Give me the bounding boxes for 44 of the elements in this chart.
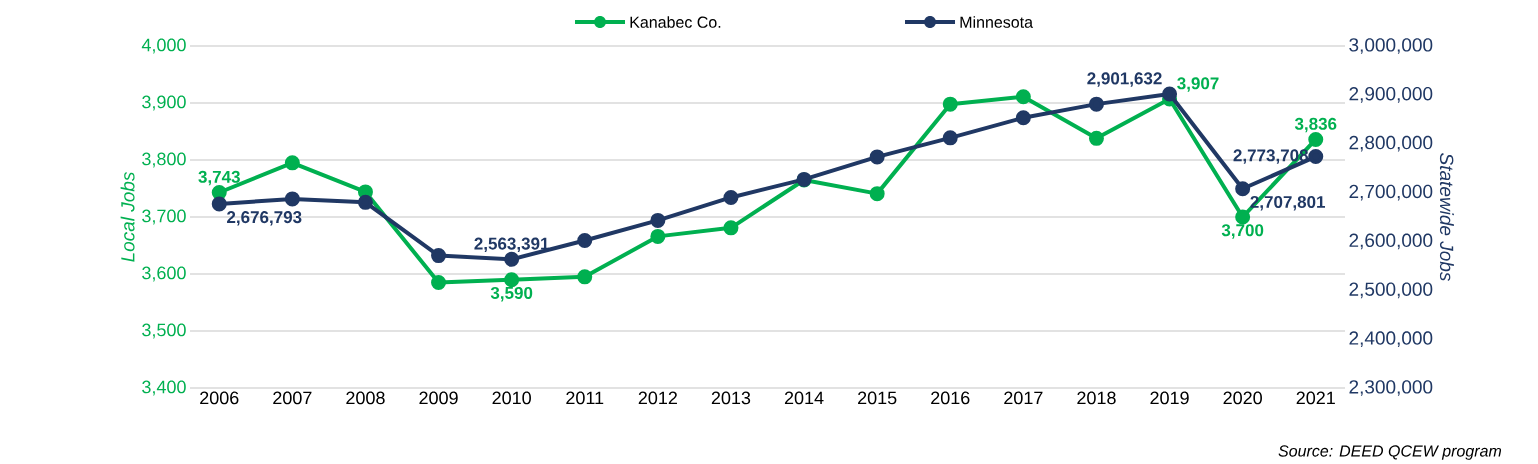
y2-tick-label: 2,300,000 xyxy=(1349,380,1433,396)
x-tick-label: 2006 xyxy=(200,391,239,405)
y2-tick-label: 3,000,000 xyxy=(1349,38,1433,54)
data-label: 3,700 xyxy=(1221,224,1264,239)
x-tick-label: 2017 xyxy=(1004,391,1043,405)
x-tick-label: 2011 xyxy=(566,391,604,405)
y-tick-label: 3,800 xyxy=(142,152,186,168)
x-tick-label: 2016 xyxy=(931,391,970,405)
x-tick-label: 2014 xyxy=(784,391,824,405)
y2-tick-label: 2,600,000 xyxy=(1349,233,1433,250)
x-tick-label: 2008 xyxy=(346,391,385,405)
x-tick-label: 2007 xyxy=(273,391,312,405)
y-tick-label: 3,600 xyxy=(142,266,186,282)
y-tick-label: 3,400 xyxy=(142,380,186,396)
data-label: 3,907 xyxy=(1177,77,1219,92)
y-tick-label: 3,700 xyxy=(142,209,186,225)
legend-label: Kanabec Co. xyxy=(630,16,721,28)
x-tick-label: 2012 xyxy=(638,391,677,405)
y2-tick-label: 2,800,000 xyxy=(1349,135,1433,152)
x-tick-label: 2018 xyxy=(1077,391,1116,405)
legend-label: Minnesota xyxy=(960,16,1034,28)
y-tick-label: 3,500 xyxy=(142,323,186,339)
data-label: 2,676,793 xyxy=(227,211,302,226)
x-tick-label: 2009 xyxy=(419,391,458,405)
x-tick-label: 2019 xyxy=(1150,391,1189,405)
y2-tick-label: 2,500,000 xyxy=(1349,282,1433,299)
y-tick-label: 3,900 xyxy=(142,95,186,111)
data-label: 3,836 xyxy=(1294,117,1337,133)
y-tick-label: 4,000 xyxy=(141,38,186,54)
data-label: 3,590 xyxy=(490,286,533,302)
data-label: 3,743 xyxy=(198,170,240,186)
y2-tick-label: 2,900,000 xyxy=(1349,87,1433,103)
data-label: 2,563,391 xyxy=(474,237,549,253)
y2-tick-label: 2,400,000 xyxy=(1349,331,1433,347)
y2-axis-title: Statewide Jobs xyxy=(1439,153,1454,281)
y-axis-title: Local Jobs xyxy=(120,172,135,262)
data-label: 2,901,632 xyxy=(1087,72,1162,87)
x-tick-label: 2015 xyxy=(858,391,897,405)
x-tick-label: 2020 xyxy=(1223,391,1262,405)
x-tick-label: 2021 xyxy=(1296,391,1335,405)
y2-tick-label: 2,700,000 xyxy=(1349,184,1433,201)
x-tick-label: 2013 xyxy=(711,391,751,405)
x-tick-label: 2010 xyxy=(492,391,531,405)
source-note: Source: DEED QCEW program xyxy=(1278,445,1502,460)
